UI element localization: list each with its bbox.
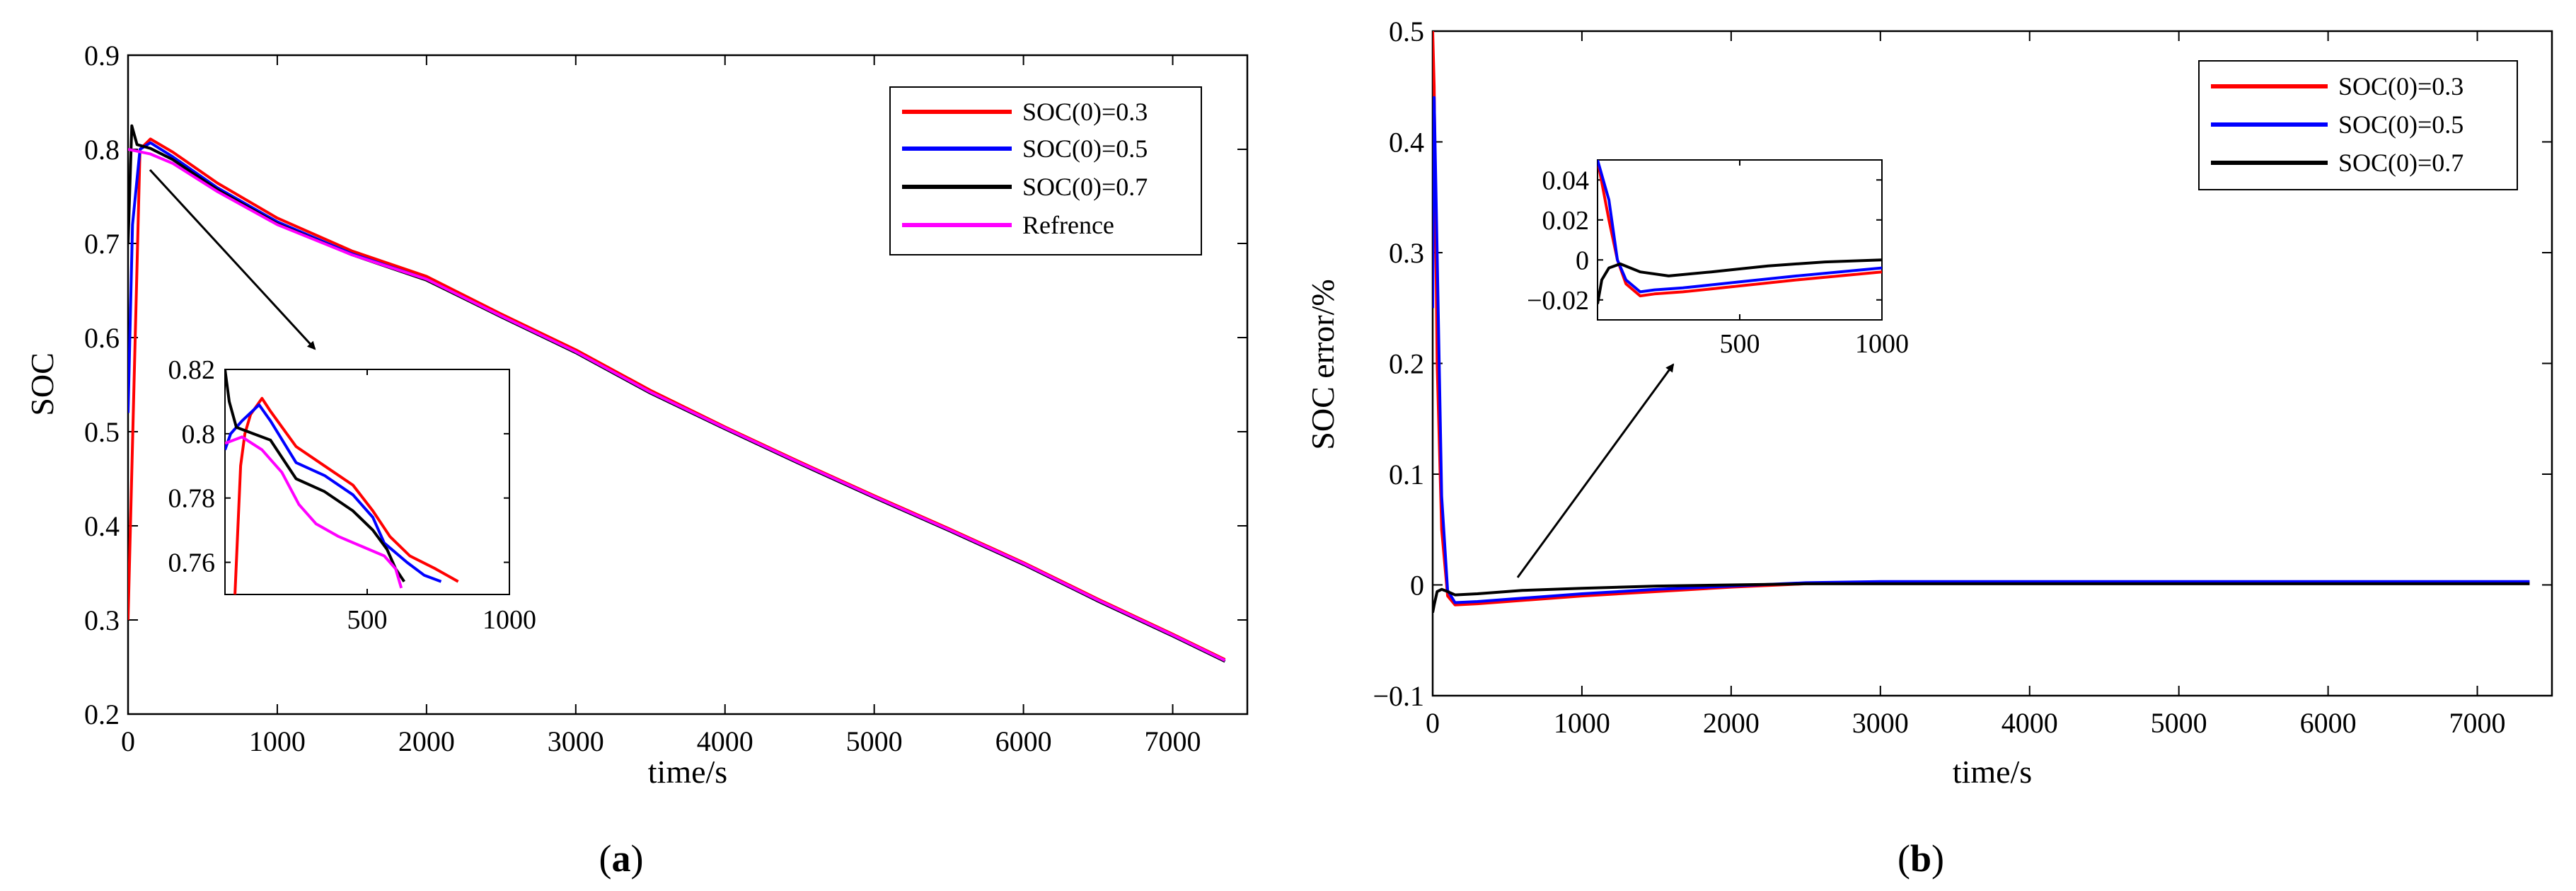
panel-b-label: (b) xyxy=(1898,837,1944,880)
panel-b-series-2-line xyxy=(1433,582,2530,613)
panel-b-label-letter: b xyxy=(1910,837,1931,880)
panel-a-inset-ytick-label: 0.82 xyxy=(168,355,216,385)
panel-b-inset-xtick-label: 500 xyxy=(1720,329,1760,359)
panel-a-inset-ytick-label: 0.8 xyxy=(182,420,216,449)
panel-a-series-3-line xyxy=(128,148,1226,662)
panel-b-zoom-arrow xyxy=(1516,363,1675,578)
panel-b-series-1-line xyxy=(1433,96,2530,604)
panel-a-inset-xtick-label: 1000 xyxy=(483,605,536,635)
panel-b-xtick-label: 3000 xyxy=(1852,707,1909,739)
panel-a-xtick-label: 2000 xyxy=(398,725,455,757)
panel-b-ytick-label: 0 xyxy=(1410,570,1424,602)
panel-a-xtick-label: 5000 xyxy=(846,725,903,757)
panel-b-ytick-label: 0.2 xyxy=(1389,348,1424,380)
panel-a-ylabel: SOC xyxy=(24,352,60,415)
panel-a-xtick-label: 1000 xyxy=(249,725,306,757)
panel-b-xtick-label: 4000 xyxy=(2002,707,2058,739)
panel-a-label-open: ( xyxy=(599,837,612,880)
panel-a-legend: SOC(0)=0.3 SOC(0)=0.5 SOC(0)=0.7 Refrenc… xyxy=(889,86,1202,255)
panel-b-ytick-label: 0.4 xyxy=(1389,127,1424,159)
panel-a-ytick-label: 0.5 xyxy=(84,416,120,448)
panel-b-label-open: ( xyxy=(1898,837,1910,880)
panel-b-xtick-label: 1000 xyxy=(1554,707,1610,739)
legend-a-label-0: SOC(0)=0.3 xyxy=(1022,98,1148,126)
panel-a-label: (a) xyxy=(599,837,644,880)
panel-b-inset-ytick-label: 0.02 xyxy=(1542,206,1590,236)
panel-a-xtick-label: 4000 xyxy=(697,725,753,757)
panel-b-inset-xtick-label: 1000 xyxy=(1855,329,1909,359)
panel-a-xtick-label: 6000 xyxy=(995,725,1052,757)
legend-b-label-1: SOC(0)=0.5 xyxy=(2338,110,2464,139)
panel-a-inset-series xyxy=(225,369,459,594)
panel-a-inset-xtick-label: 500 xyxy=(347,605,388,635)
panel-b-xlabel: time/s xyxy=(1953,754,2032,790)
panel-a-inset-series-3-line xyxy=(225,435,403,589)
legend-b-label-2: SOC(0)=0.7 xyxy=(2338,149,2464,177)
panel-a-ytick-label: 0.8 xyxy=(84,134,120,166)
panel-a-inset-series-1-line xyxy=(225,403,442,583)
panel-b-inset-series-2-line xyxy=(1598,258,1882,304)
panel-b-inset-box xyxy=(1597,159,1883,321)
panel-b-inset-ticks: 500 1000 −0.02 0 0.02 0.04 xyxy=(1527,160,1909,359)
panel-a-label-letter: a xyxy=(612,837,631,880)
panel-a-xlabel: time/s xyxy=(648,754,727,790)
panel-b-inset-ytick-label: 0 xyxy=(1576,246,1589,275)
panel-b-series xyxy=(1433,31,2530,613)
panel-a-inset-ytick-label: 0.76 xyxy=(168,548,216,578)
panel-a-xtick-label: 0 xyxy=(121,725,135,757)
panel-b-ytick-label: −0.1 xyxy=(1373,680,1424,712)
panel-a-ytick-label: 0.9 xyxy=(84,40,120,71)
panel-a-inset-ytick-label: 0.78 xyxy=(168,484,216,514)
panel-a-inset-series-2-line xyxy=(225,369,405,582)
legend-b-label-0: SOC(0)=0.3 xyxy=(2338,72,2464,100)
panel-a-ytick-label: 0.2 xyxy=(84,699,120,730)
panel-b: 0 1000 2000 3000 4000 5000 6000 7000−0.100.10.2… xyxy=(1305,16,2553,880)
legend-a-label-3: Refrence xyxy=(1022,211,1114,239)
panel-a-xtick-label: 7000 xyxy=(1145,725,1201,757)
panel-b-inset-ytick-label: −0.02 xyxy=(1527,286,1589,316)
panel-a-ytick-label: 0.7 xyxy=(84,228,120,260)
panel-a-inset-box xyxy=(224,369,510,595)
panel-a-ytick-label: 0.3 xyxy=(84,604,120,636)
panel-b-ticks: 0 1000 2000 3000 4000 5000 6000 7000−0.100.10.2… xyxy=(1373,16,2552,739)
panel-a-ticks: 0 1000 2000 3000 4000 5000 6000 7000 0.2 0.3 0.4 0.… xyxy=(84,40,1247,757)
legend-a-label-1: SOC(0)=0.5 xyxy=(1022,134,1148,163)
panel-a-ytick-label: 0.6 xyxy=(84,322,120,354)
panel-a-xtick-label: 3000 xyxy=(548,725,604,757)
panel-b-label-close: ) xyxy=(1931,837,1944,880)
panel-a-series xyxy=(128,124,1226,663)
panel-a-zoom-arrow xyxy=(149,168,316,350)
panel-a: 0 1000 2000 3000 4000 5000 6000 7000 0.2 0.3 0.4 0.… xyxy=(24,40,1249,880)
panel-b-ytick-label: 0.5 xyxy=(1389,16,1424,47)
panel-b-legend: SOC(0)=0.3 SOC(0)=0.5 SOC(0)=0.7 xyxy=(2198,60,2518,190)
panel-b-xtick-label: 6000 xyxy=(2300,707,2357,739)
panel-b-xtick-label: 2000 xyxy=(1703,707,1760,739)
panel-b-xtick-label: 5000 xyxy=(2151,707,2207,739)
panel-b-ytick-label: 0.1 xyxy=(1389,459,1424,490)
panel-a-label-close: ) xyxy=(631,837,644,880)
panel-b-inset-series xyxy=(1598,160,1882,304)
legend-a-label-2: SOC(0)=0.7 xyxy=(1022,173,1148,201)
panel-b-ylabel: SOC error/% xyxy=(1305,279,1341,449)
panel-b-ytick-label: 0.3 xyxy=(1389,237,1424,269)
panel-b-inset-series-1-line xyxy=(1598,160,1882,294)
panel-a-ytick-label: 0.4 xyxy=(84,510,120,542)
panel-b-xtick-label: 7000 xyxy=(2449,707,2506,739)
panel-b-xtick-label: 0 xyxy=(1426,707,1440,739)
panel-a-inset-ticks: 500 1000 0.76 0.78 0.8 0.82 xyxy=(168,355,537,635)
panel-b-inset-ytick-label: 0.04 xyxy=(1542,166,1590,195)
